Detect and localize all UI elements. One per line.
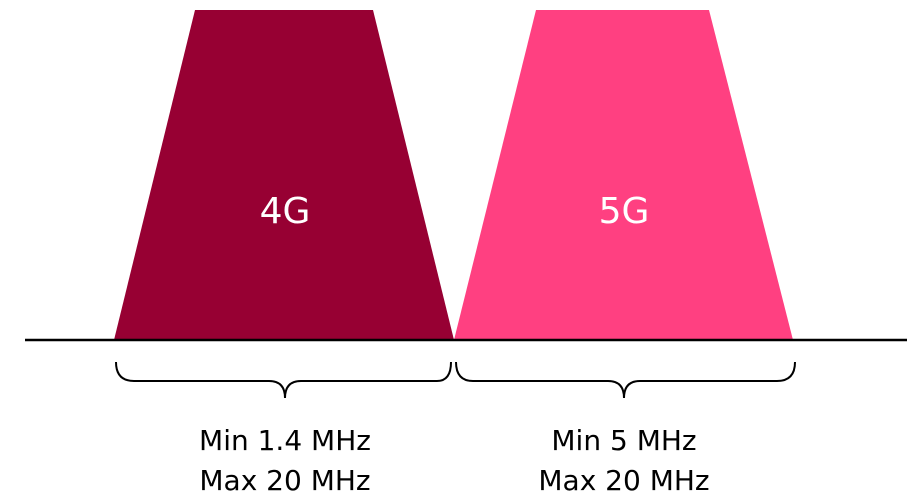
band-4g-range-max: Max 20 MHz xyxy=(199,464,370,497)
band-4g-shape xyxy=(114,10,454,340)
band-4g-bracket xyxy=(115,361,452,399)
band-5g-range-max: Max 20 MHz xyxy=(538,464,709,497)
band-4g-range-min: Min 1.4 MHz xyxy=(199,424,371,457)
band-5g-bracket xyxy=(455,361,796,399)
band-4g-label: 4G xyxy=(260,191,311,232)
band-5g-label: 5G xyxy=(599,191,650,232)
band-5g-shape xyxy=(454,10,793,340)
band-5g-range-min: Min 5 MHz xyxy=(551,424,696,457)
